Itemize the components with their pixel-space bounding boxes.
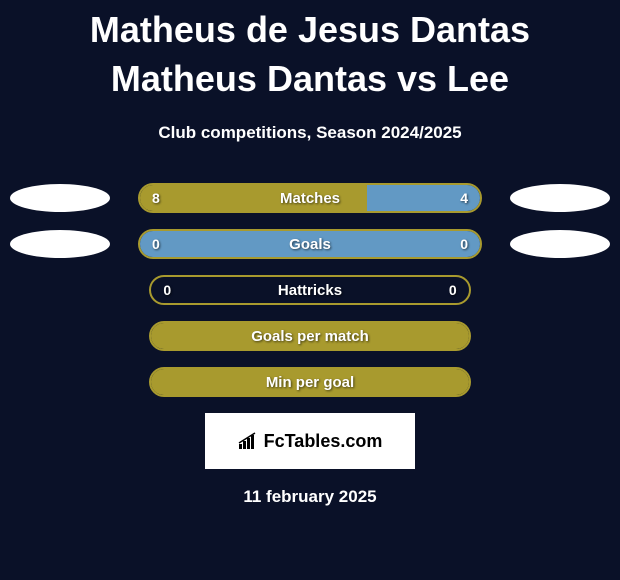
stat-bar: 84Matches (138, 183, 482, 213)
stat-bar: Goals per match (149, 321, 470, 351)
player-avatar-right (510, 184, 610, 212)
stat-label: Min per goal (151, 369, 468, 395)
comparison-subtitle: Club competitions, Season 2024/2025 (0, 123, 620, 143)
stat-row: 84Matches (0, 183, 620, 213)
stat-label: Goals per match (151, 323, 468, 349)
stat-bar: 00Goals (138, 229, 482, 259)
stat-row: Goals per match (0, 321, 620, 351)
stat-label: Hattricks (151, 277, 468, 303)
comparison-title: Matheus de Jesus Dantas Matheus Dantas v… (0, 0, 620, 103)
player-avatar-left (10, 184, 110, 212)
stat-row: 00Goals (0, 229, 620, 259)
logo-text: FcTables.com (264, 431, 383, 452)
player-avatar-left (10, 230, 110, 258)
fctables-logo: FcTables.com (205, 413, 415, 469)
stat-row: 00Hattricks (0, 275, 620, 305)
stat-row: Min per goal (0, 367, 620, 397)
comparison-date: 11 february 2025 (0, 487, 620, 507)
bar-chart-icon (238, 432, 260, 450)
stat-label: Goals (140, 231, 480, 257)
stats-container: 84Matches 00Goals 00Hattricks Goals per mat… (0, 183, 620, 397)
stat-label: Matches (140, 185, 480, 211)
stat-bar: 00Hattricks (149, 275, 470, 305)
player-avatar-right (510, 230, 610, 258)
stat-bar: Min per goal (149, 367, 470, 397)
